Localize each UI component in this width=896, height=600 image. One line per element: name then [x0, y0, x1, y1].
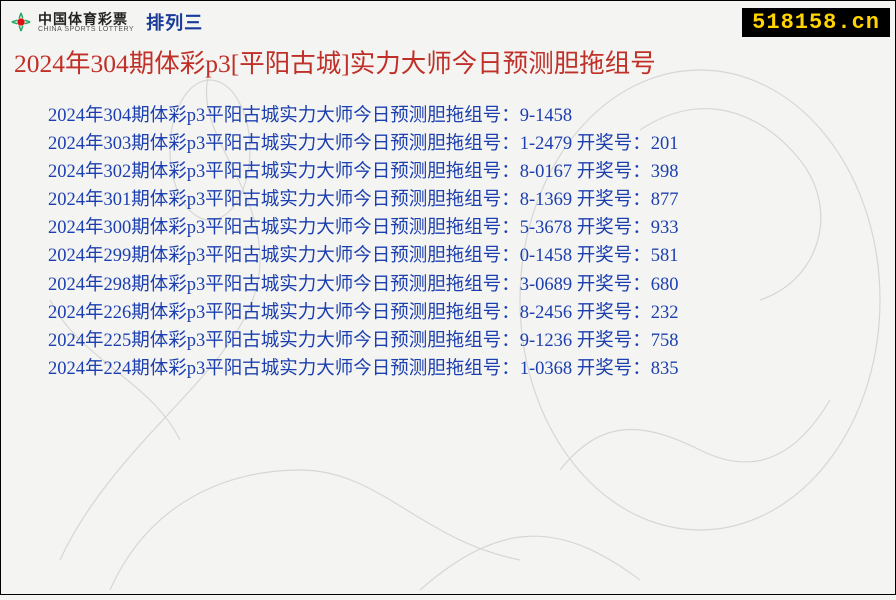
prediction-row: 2024年302期体彩p3平阳古城实力大师今日预测胆拖组号：8-0167 开奖号…	[48, 158, 896, 186]
site-badge: 518158.cn	[742, 8, 890, 37]
logo-text-en: CHINA SPORTS LOTTERY	[38, 26, 134, 33]
page-title: 2024年304期体彩p3[平阳古城]实力大师今日预测胆拖组号	[0, 44, 896, 86]
prediction-row: 2024年303期体彩p3平阳古城实力大师今日预测胆拖组号：1-2479 开奖号…	[48, 130, 896, 158]
prediction-row: 2024年224期体彩p3平阳古城实力大师今日预测胆拖组号：1-0368 开奖号…	[48, 355, 896, 383]
prediction-row: 2024年299期体彩p3平阳古城实力大师今日预测胆拖组号：0-1458 开奖号…	[48, 242, 896, 270]
logo-series: 排列三	[146, 9, 203, 35]
prediction-list: 2024年304期体彩p3平阳古城实力大师今日预测胆拖组号：9-14582024…	[0, 86, 896, 383]
prediction-row: 2024年225期体彩p3平阳古城实力大师今日预测胆拖组号：9-1236 开奖号…	[48, 327, 896, 355]
header: 中国体育彩票 CHINA SPORTS LOTTERY 排列三 518158.c…	[0, 0, 896, 44]
prediction-row: 2024年298期体彩p3平阳古城实力大师今日预测胆拖组号：3-0689 开奖号…	[48, 271, 896, 299]
logo-text-cn: 中国体育彩票	[38, 12, 134, 26]
lottery-logo: 中国体育彩票 CHINA SPORTS LOTTERY 排列三	[10, 9, 203, 35]
prediction-row: 2024年300期体彩p3平阳古城实力大师今日预测胆拖组号：5-3678 开奖号…	[48, 214, 896, 242]
prediction-row: 2024年226期体彩p3平阳古城实力大师今日预测胆拖组号：8-2456 开奖号…	[48, 299, 896, 327]
prediction-row: 2024年304期体彩p3平阳古城实力大师今日预测胆拖组号：9-1458	[48, 102, 896, 130]
prediction-row: 2024年301期体彩p3平阳古城实力大师今日预测胆拖组号：8-1369 开奖号…	[48, 186, 896, 214]
lottery-logo-icon	[10, 11, 32, 33]
